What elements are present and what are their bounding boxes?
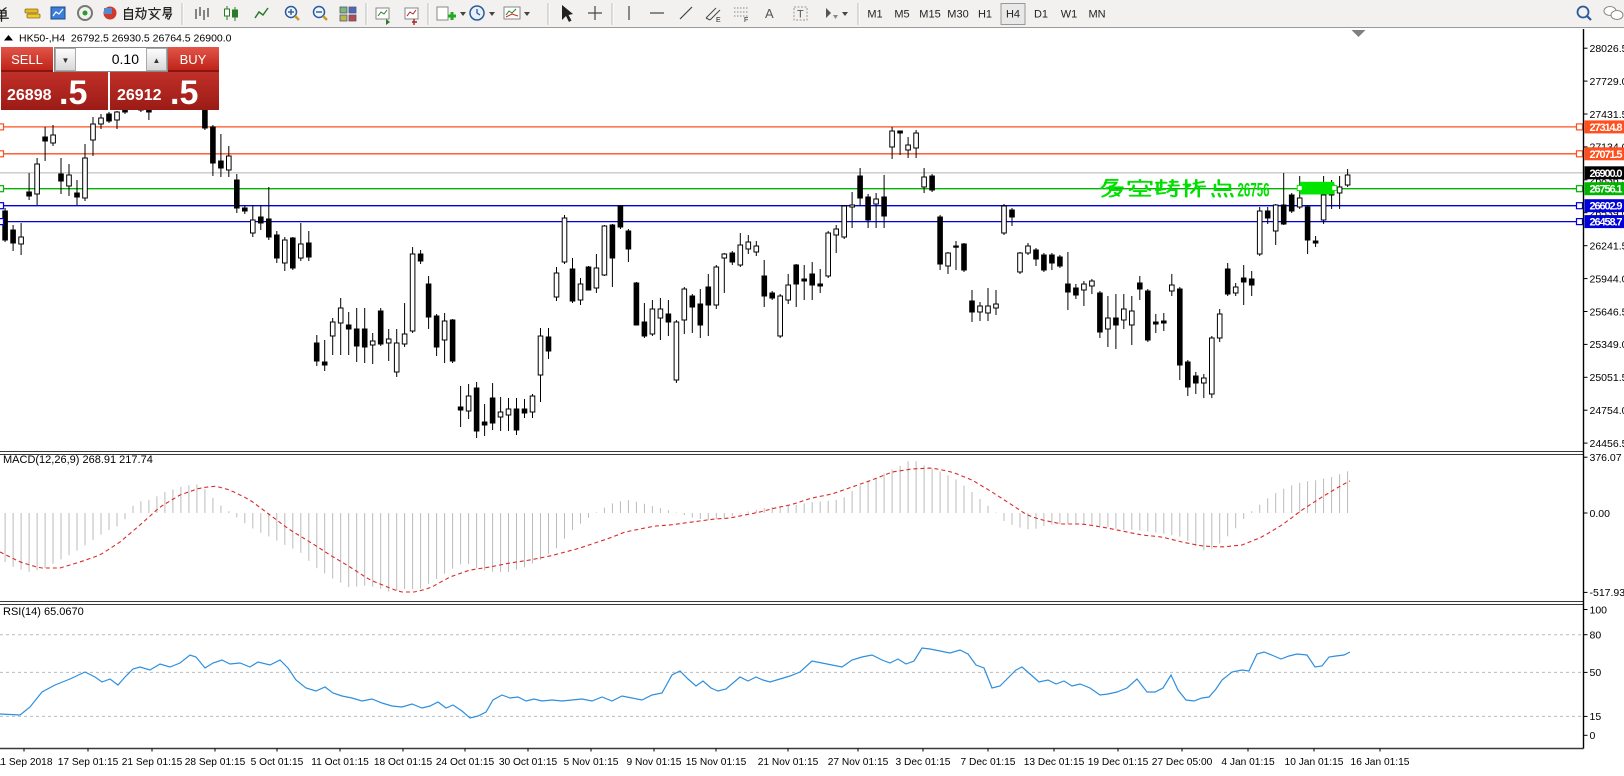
- svg-text:28026.5: 28026.5: [1590, 43, 1624, 55]
- svg-text:24754.0: 24754.0: [1590, 405, 1624, 417]
- svg-text:T: T: [797, 9, 804, 21]
- svg-text:0.00: 0.00: [1590, 508, 1611, 520]
- svg-text:11 Oct 01:15: 11 Oct 01:15: [311, 757, 369, 768]
- svg-text:D1: D1: [1034, 9, 1048, 21]
- svg-text:27 Nov 01:15: 27 Nov 01:15: [828, 757, 889, 768]
- svg-text:15: 15: [1590, 711, 1602, 723]
- svg-text:MN: MN: [1088, 9, 1105, 21]
- svg-text:E: E: [716, 17, 721, 24]
- svg-text:3 Dec 01:15: 3 Dec 01:15: [896, 757, 951, 768]
- svg-text:26241.5: 26241.5: [1590, 241, 1624, 253]
- svg-text:26756: 26756: [1238, 179, 1270, 201]
- svg-text:26458.7: 26458.7: [1590, 217, 1623, 229]
- svg-text:5 Nov 01:15: 5 Nov 01:15: [564, 757, 619, 768]
- svg-text:27 Dec 05:00: 27 Dec 05:00: [1152, 757, 1213, 768]
- svg-text:-517.93: -517.93: [1590, 587, 1624, 599]
- svg-text:MACD(12,26,9) 268.91 217.74: MACD(12,26,9) 268.91 217.74: [3, 454, 153, 466]
- svg-text:H4: H4: [1006, 9, 1020, 21]
- svg-text:24 Oct 01:15: 24 Oct 01:15: [436, 757, 495, 768]
- svg-text:10 Jan 01:15: 10 Jan 01:15: [1285, 757, 1344, 768]
- svg-text:100: 100: [1590, 604, 1608, 616]
- svg-text:16 Jan 01:15: 16 Jan 01:15: [1351, 757, 1410, 768]
- svg-text:9 Nov 01:15: 9 Nov 01:15: [627, 757, 682, 768]
- svg-text:21 Nov 01:15: 21 Nov 01:15: [758, 757, 819, 768]
- svg-text:13 Dec 01:15: 13 Dec 01:15: [1024, 757, 1085, 768]
- svg-text:26900.0: 26900.0: [1590, 168, 1623, 180]
- svg-text:26756.1: 26756.1: [1590, 184, 1623, 196]
- svg-text:RSI(14) 65.0670: RSI(14) 65.0670: [3, 606, 84, 618]
- svg-text:27729.0: 27729.0: [1590, 76, 1624, 88]
- svg-text:26602.9: 26602.9: [1590, 201, 1623, 213]
- svg-text:W1: W1: [1061, 9, 1078, 21]
- svg-text:30 Oct 01:15: 30 Oct 01:15: [499, 757, 558, 768]
- svg-text:25646.5: 25646.5: [1590, 306, 1624, 318]
- svg-text:27431.5: 27431.5: [1590, 109, 1624, 121]
- svg-text:11 Sep 2018: 11 Sep 2018: [0, 757, 53, 768]
- svg-text:H1: H1: [978, 9, 992, 21]
- svg-text:M5: M5: [894, 9, 909, 21]
- svg-text:376.07: 376.07: [1590, 452, 1622, 464]
- svg-text:17 Sep 01:15: 17 Sep 01:15: [58, 757, 119, 768]
- svg-text:7 Dec 01:15: 7 Dec 01:15: [961, 757, 1016, 768]
- svg-text:M15: M15: [919, 9, 940, 21]
- svg-text:27314.8: 27314.8: [1590, 122, 1623, 134]
- svg-text:25944.0: 25944.0: [1590, 273, 1624, 285]
- svg-text:4 Jan 01:15: 4 Jan 01:15: [1221, 757, 1275, 768]
- svg-text:15 Nov 01:15: 15 Nov 01:15: [686, 757, 747, 768]
- svg-text:50: 50: [1590, 667, 1602, 679]
- svg-text:25349.0: 25349.0: [1590, 339, 1624, 351]
- svg-text:0: 0: [1590, 730, 1596, 742]
- svg-text:F: F: [744, 17, 748, 24]
- svg-text:19 Dec 01:15: 19 Dec 01:15: [1088, 757, 1149, 768]
- svg-text:80: 80: [1590, 630, 1602, 642]
- svg-text:27071.5: 27071.5: [1590, 149, 1623, 161]
- svg-text:21 Sep 01:15: 21 Sep 01:15: [122, 757, 183, 768]
- svg-text:HK50-,H4 26792.5 26930.5 2676: HK50-,H4 26792.5 26930.5 26764.5 26900.0: [19, 33, 232, 45]
- svg-text:A: A: [765, 6, 774, 21]
- svg-text:5 Oct 01:15: 5 Oct 01:15: [251, 757, 304, 768]
- svg-text:28 Sep 01:15: 28 Sep 01:15: [185, 757, 246, 768]
- svg-text:M30: M30: [947, 9, 968, 21]
- svg-text:M1: M1: [867, 9, 882, 21]
- svg-text:18 Oct 01:15: 18 Oct 01:15: [374, 757, 433, 768]
- svg-text:24456.5: 24456.5: [1590, 438, 1624, 450]
- svg-text:25051.5: 25051.5: [1590, 372, 1624, 384]
